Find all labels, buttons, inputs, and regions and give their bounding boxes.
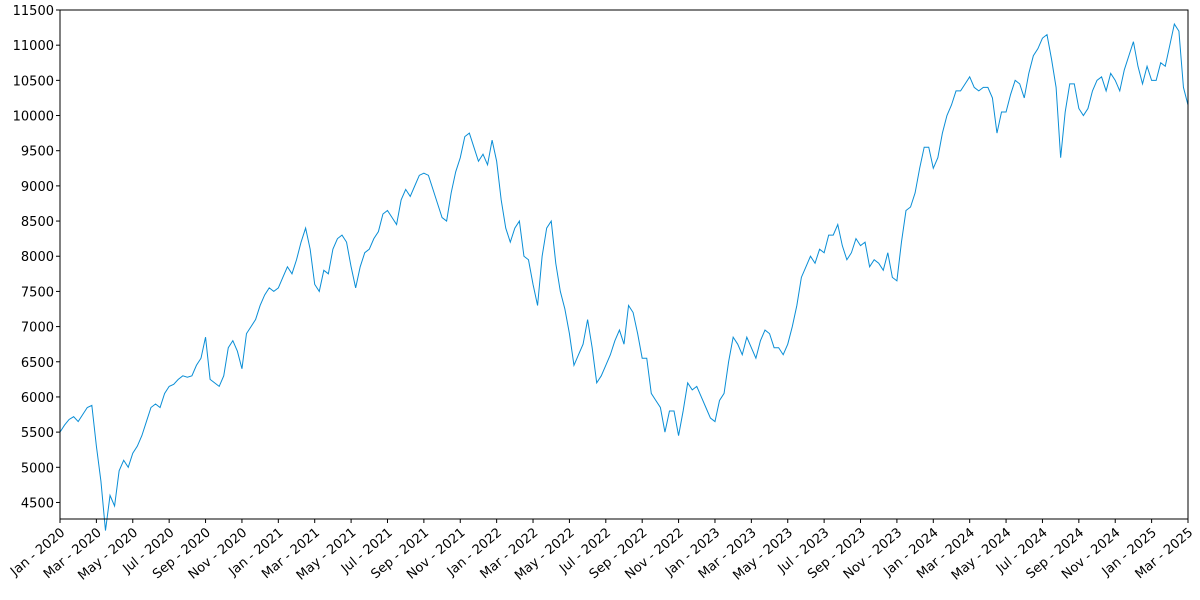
- y-tick-label: 8000: [21, 250, 54, 265]
- y-tick-label: 10500: [13, 74, 54, 89]
- y-tick-label: 7500: [21, 285, 54, 300]
- y-tick-label: 4500: [21, 496, 54, 511]
- plot-frame: [59, 9, 1189, 520]
- y-tick-label: 6000: [21, 391, 54, 406]
- y-tick-label: 9000: [21, 180, 54, 195]
- y-tick-label: 6500: [21, 356, 54, 371]
- y-tick-label: 11000: [13, 39, 54, 54]
- y-tick-label: 5500: [21, 426, 54, 441]
- y-tick-label: 10000: [13, 110, 54, 125]
- y-tick-label: 5000: [21, 461, 54, 476]
- y-tick-label: 7000: [21, 321, 54, 336]
- y-tick-label: 11500: [13, 4, 54, 19]
- y-tick-label: 9500: [21, 145, 54, 160]
- y-tick-label: 8500: [21, 215, 54, 230]
- price-line: [59, 22, 1189, 531]
